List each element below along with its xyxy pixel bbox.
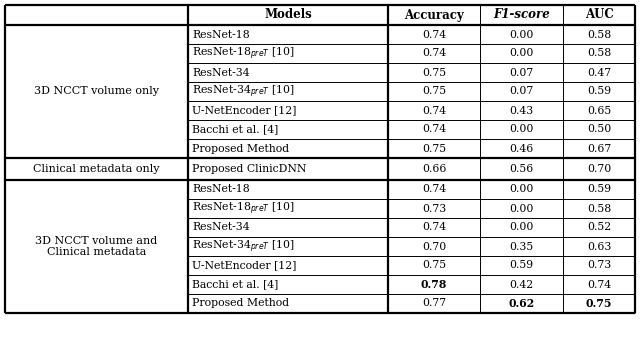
Text: ResNet-34$_{preT}$ [10]: ResNet-34$_{preT}$ [10] — [192, 238, 294, 255]
Text: 3D NCCT volume and
Clinical metadata: 3D NCCT volume and Clinical metadata — [35, 236, 157, 257]
Text: 0.07: 0.07 — [509, 67, 534, 78]
Text: 0.00: 0.00 — [509, 222, 534, 233]
Text: 0.56: 0.56 — [509, 164, 534, 174]
Text: 0.50: 0.50 — [587, 125, 611, 135]
Text: 0.62: 0.62 — [508, 298, 534, 309]
Text: 0.74: 0.74 — [422, 29, 446, 39]
Text: 0.73: 0.73 — [422, 203, 446, 213]
Text: 0.63: 0.63 — [587, 242, 611, 252]
Text: 0.67: 0.67 — [587, 144, 611, 154]
Text: 0.00: 0.00 — [509, 48, 534, 58]
Text: AUC: AUC — [584, 9, 613, 21]
Text: ResNet-18$_{preT}$ [10]: ResNet-18$_{preT}$ [10] — [192, 200, 294, 217]
Text: 0.46: 0.46 — [509, 144, 534, 154]
Text: Clinical metadata only: Clinical metadata only — [33, 164, 160, 174]
Text: 3D NCCT volume only: 3D NCCT volume only — [34, 86, 159, 97]
Text: ResNet-34: ResNet-34 — [192, 67, 250, 78]
Text: ResNet-18: ResNet-18 — [192, 29, 250, 39]
Text: Proposed Method: Proposed Method — [192, 144, 289, 154]
Text: 0.74: 0.74 — [422, 106, 446, 116]
Text: 0.43: 0.43 — [509, 106, 534, 116]
Text: U-NetEncoder [12]: U-NetEncoder [12] — [192, 106, 296, 116]
Text: 0.58: 0.58 — [587, 29, 611, 39]
Text: 0.73: 0.73 — [587, 261, 611, 271]
Text: 0.74: 0.74 — [587, 280, 611, 290]
Text: ResNet-34$_{preT}$ [10]: ResNet-34$_{preT}$ [10] — [192, 83, 294, 100]
Text: 0.74: 0.74 — [422, 222, 446, 233]
Text: 0.78: 0.78 — [421, 279, 447, 290]
Text: 0.59: 0.59 — [509, 261, 534, 271]
Text: 0.07: 0.07 — [509, 86, 534, 97]
Text: Models: Models — [264, 9, 312, 21]
Text: ResNet-18$_{preT}$ [10]: ResNet-18$_{preT}$ [10] — [192, 45, 294, 62]
Text: 0.75: 0.75 — [422, 86, 446, 97]
Text: 0.74: 0.74 — [422, 48, 446, 58]
Text: Bacchi et al. [4]: Bacchi et al. [4] — [192, 280, 278, 290]
Text: 0.74: 0.74 — [422, 184, 446, 194]
Text: 0.35: 0.35 — [509, 242, 534, 252]
Text: 0.52: 0.52 — [587, 222, 611, 233]
Text: 0.66: 0.66 — [422, 164, 446, 174]
Text: 0.47: 0.47 — [587, 67, 611, 78]
Text: 0.00: 0.00 — [509, 125, 534, 135]
Text: 0.75: 0.75 — [422, 261, 446, 271]
Text: 0.00: 0.00 — [509, 184, 534, 194]
Text: 0.65: 0.65 — [587, 106, 611, 116]
Text: 0.75: 0.75 — [422, 144, 446, 154]
Text: 0.42: 0.42 — [509, 280, 534, 290]
Text: 0.59: 0.59 — [587, 184, 611, 194]
Text: 0.75: 0.75 — [586, 298, 612, 309]
Text: 0.74: 0.74 — [422, 125, 446, 135]
Text: 0.58: 0.58 — [587, 48, 611, 58]
Text: 0.00: 0.00 — [509, 203, 534, 213]
Text: 0.75: 0.75 — [422, 67, 446, 78]
Text: Proposed Method: Proposed Method — [192, 299, 289, 309]
Text: 0.59: 0.59 — [587, 86, 611, 97]
Text: Proposed ClinicDNN: Proposed ClinicDNN — [192, 164, 307, 174]
Text: U-NetEncoder [12]: U-NetEncoder [12] — [192, 261, 296, 271]
Text: Accuracy: Accuracy — [404, 9, 464, 21]
Text: 0.77: 0.77 — [422, 299, 446, 309]
Text: Bacchi et al. [4]: Bacchi et al. [4] — [192, 125, 278, 135]
Text: F1-score: F1-score — [493, 9, 550, 21]
Text: 0.00: 0.00 — [509, 29, 534, 39]
Text: ResNet-18: ResNet-18 — [192, 184, 250, 194]
Text: ResNet-34: ResNet-34 — [192, 222, 250, 233]
Text: 0.58: 0.58 — [587, 203, 611, 213]
Text: 0.70: 0.70 — [422, 242, 446, 252]
Text: 0.70: 0.70 — [587, 164, 611, 174]
